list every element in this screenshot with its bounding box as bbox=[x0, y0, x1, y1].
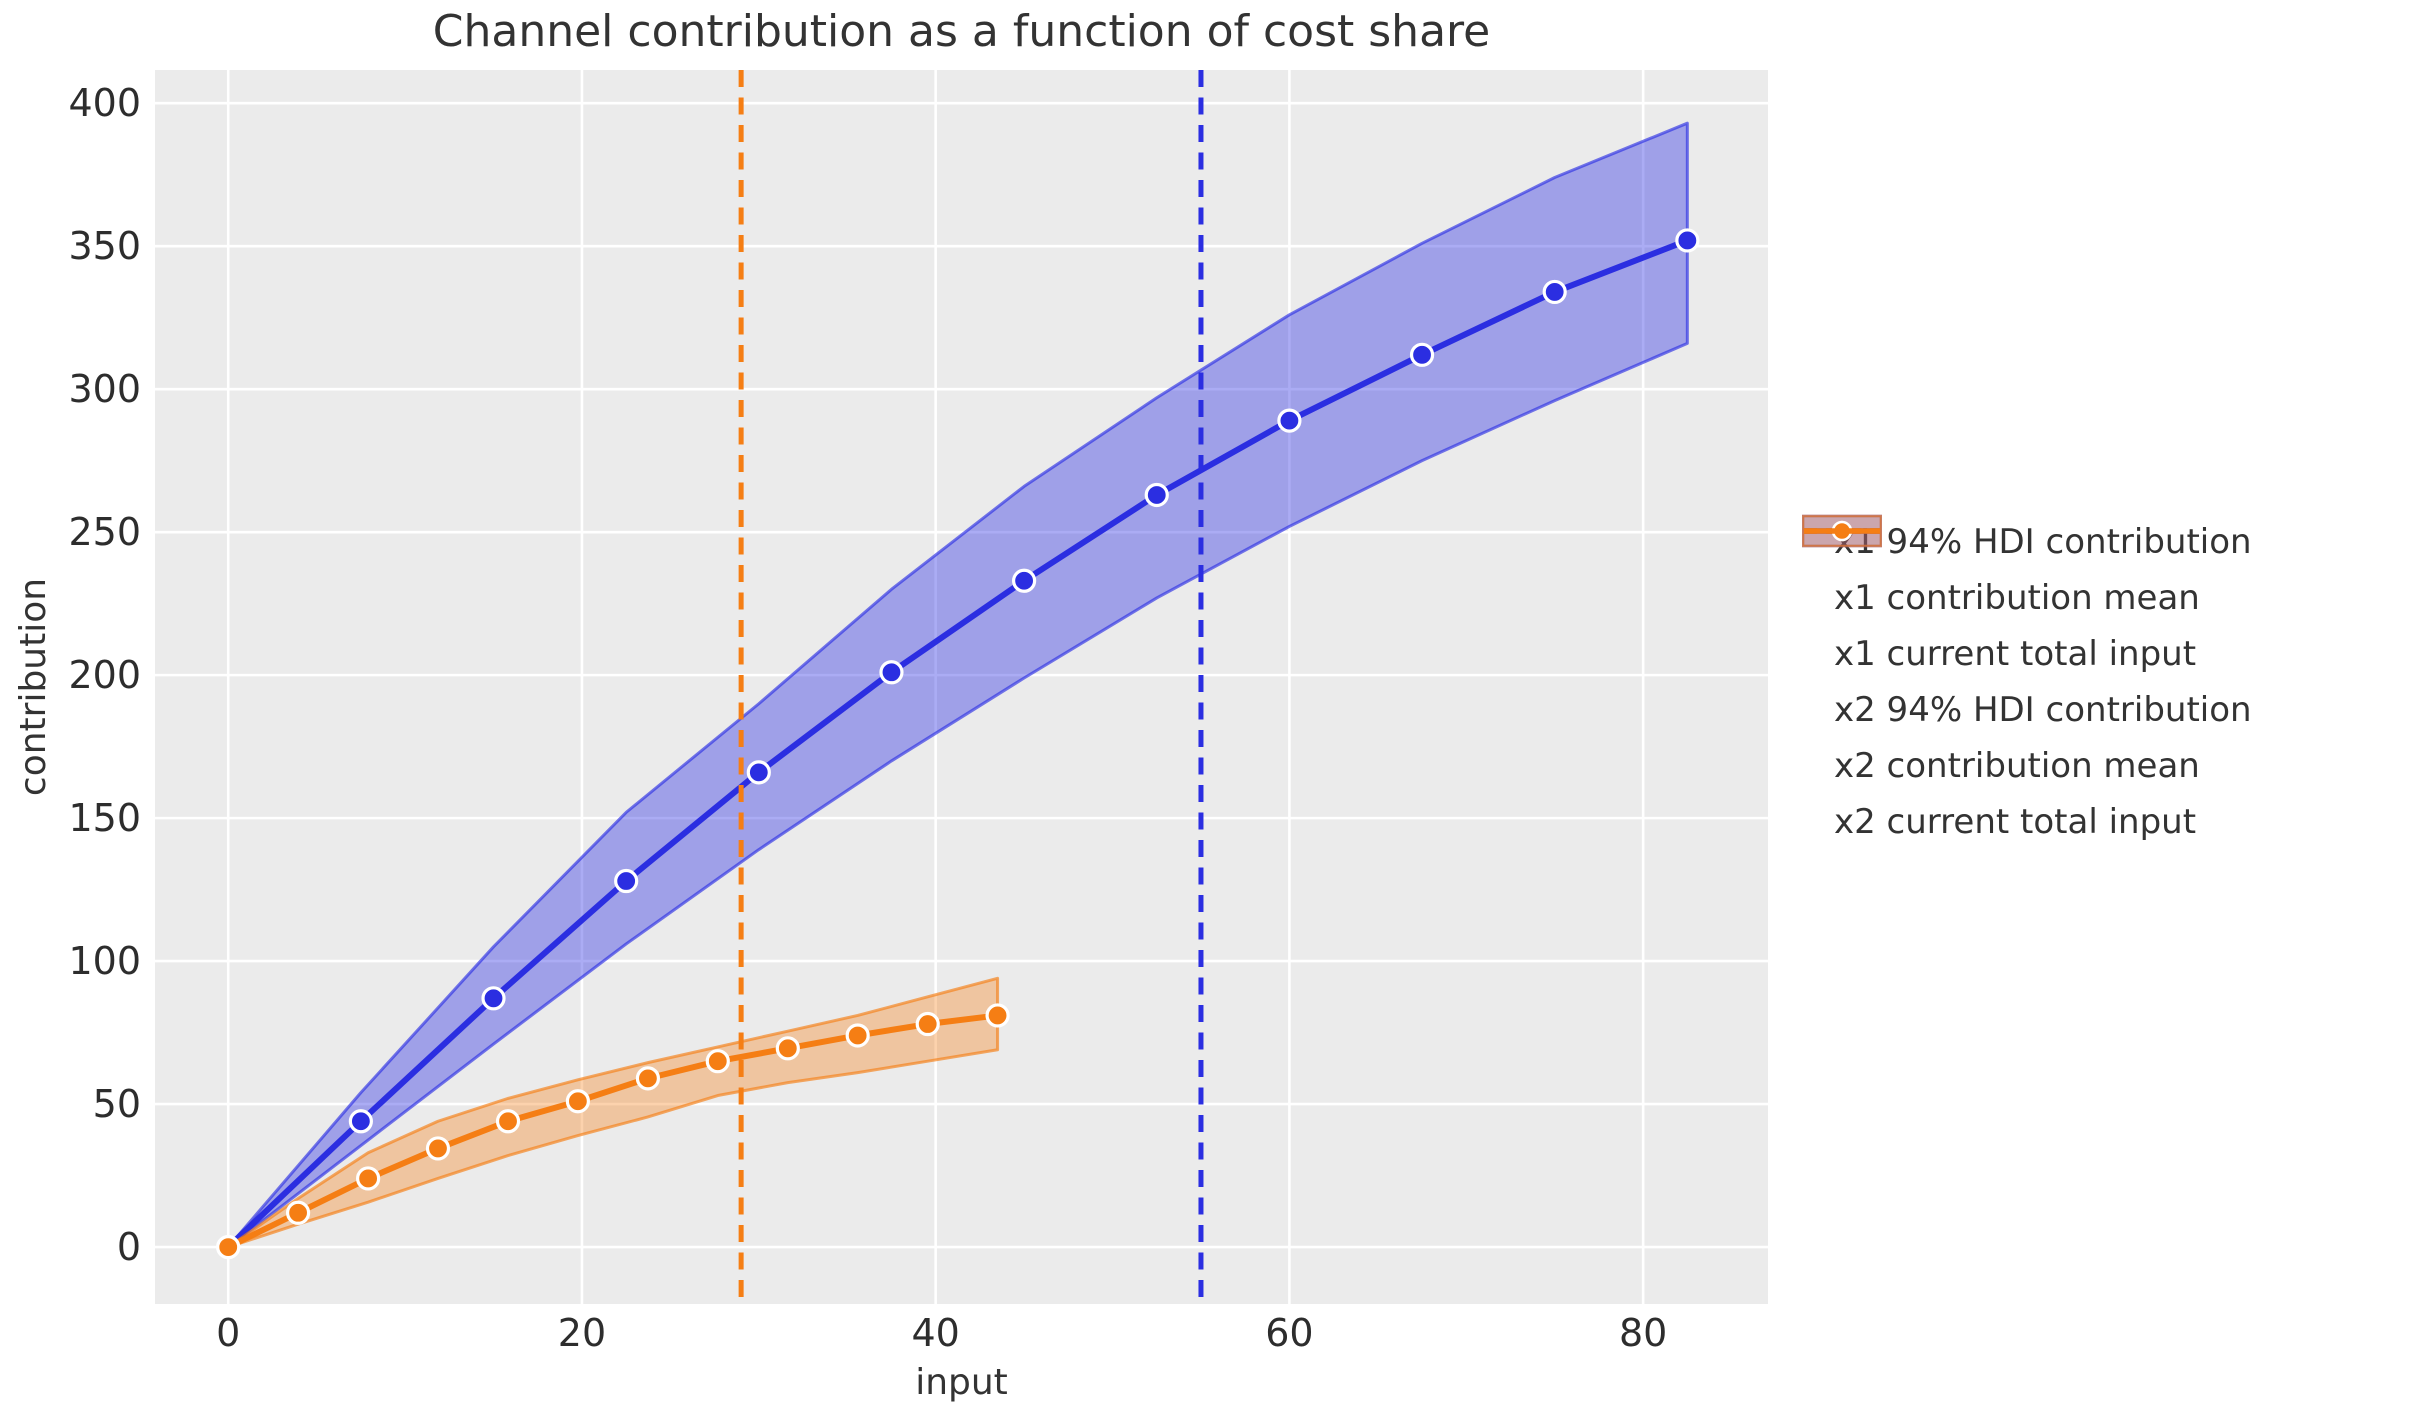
x1-marker bbox=[746, 760, 771, 785]
legend-item-x2-current-input: x2 current total input bbox=[1802, 528, 2252, 850]
x-tick-label: 0 bbox=[216, 1311, 240, 1355]
legend-item-x2-mean: x2 contribution mean bbox=[1802, 520, 2252, 794]
x2-marker bbox=[565, 1089, 590, 1114]
x-tick-label: 60 bbox=[1265, 1311, 1313, 1355]
x1-marker bbox=[348, 1109, 373, 1134]
x1-marker bbox=[481, 986, 506, 1011]
x2-marker bbox=[285, 1200, 311, 1225]
y-tick-label: 150 bbox=[68, 796, 141, 840]
legend-label: x1 contribution mean bbox=[1834, 578, 2200, 618]
x2-marker bbox=[845, 1023, 870, 1048]
y-tick-label: 0 bbox=[117, 1225, 141, 1269]
y-tick-label: 250 bbox=[68, 510, 141, 554]
y-tick-label: 200 bbox=[68, 653, 141, 697]
x-tick-label: 20 bbox=[558, 1311, 606, 1355]
legend-label: x2 94% HDI contribution bbox=[1834, 690, 2252, 730]
x2-marker bbox=[985, 1003, 1010, 1028]
x2-marker bbox=[216, 1234, 241, 1260]
x2-marker bbox=[495, 1109, 521, 1134]
x-axis-label: input bbox=[915, 1362, 1008, 1403]
legend-label: x2 current total input bbox=[1834, 802, 2197, 842]
legend-label: x1 current total input bbox=[1834, 634, 2197, 674]
x1-marker bbox=[1144, 482, 1169, 508]
x1-marker bbox=[1675, 228, 1700, 253]
x1-marker bbox=[879, 660, 904, 685]
legend-item-x1-mean: x1 contribution mean bbox=[1802, 520, 2252, 626]
x1-marker bbox=[1542, 279, 1567, 305]
x1-marker bbox=[1409, 342, 1435, 367]
y-tick-label: 300 bbox=[68, 367, 141, 411]
x2-marker bbox=[425, 1136, 451, 1161]
y-tick-label: 350 bbox=[68, 224, 141, 268]
x-tick-label: 40 bbox=[911, 1311, 959, 1355]
chart-title: Channel contribution as a function of co… bbox=[432, 6, 1491, 57]
y-tick-label: 50 bbox=[93, 1082, 141, 1126]
x1-mean-line bbox=[225, 237, 1691, 1251]
legend-label: x1 94% HDI contribution bbox=[1834, 522, 2252, 562]
y-axis-label: contribution bbox=[13, 577, 54, 797]
x-tick-label: 80 bbox=[1619, 1311, 1667, 1355]
x2-marker bbox=[705, 1049, 730, 1074]
x2-marker bbox=[356, 1166, 381, 1191]
legend-label: x2 contribution mean bbox=[1834, 746, 2200, 786]
legend-item-x1-current-input: x1 current total input bbox=[1802, 528, 2252, 682]
x2-marker bbox=[775, 1036, 800, 1061]
legend: x1 94% HDI contribution x1 contribution … bbox=[1802, 514, 2252, 850]
y-tick-label: 100 bbox=[68, 939, 141, 983]
y-tick-label: 400 bbox=[68, 81, 141, 125]
x1-marker bbox=[1012, 568, 1037, 593]
x2-marker bbox=[635, 1066, 661, 1091]
x2-dashed-line-swatch-icon bbox=[1804, 528, 1880, 534]
x1-marker bbox=[1277, 408, 1302, 433]
x2-marker bbox=[915, 1011, 940, 1037]
x1-marker bbox=[614, 868, 639, 894]
legend-item-x2-hdi: x2 94% HDI contribution bbox=[1802, 514, 2252, 738]
